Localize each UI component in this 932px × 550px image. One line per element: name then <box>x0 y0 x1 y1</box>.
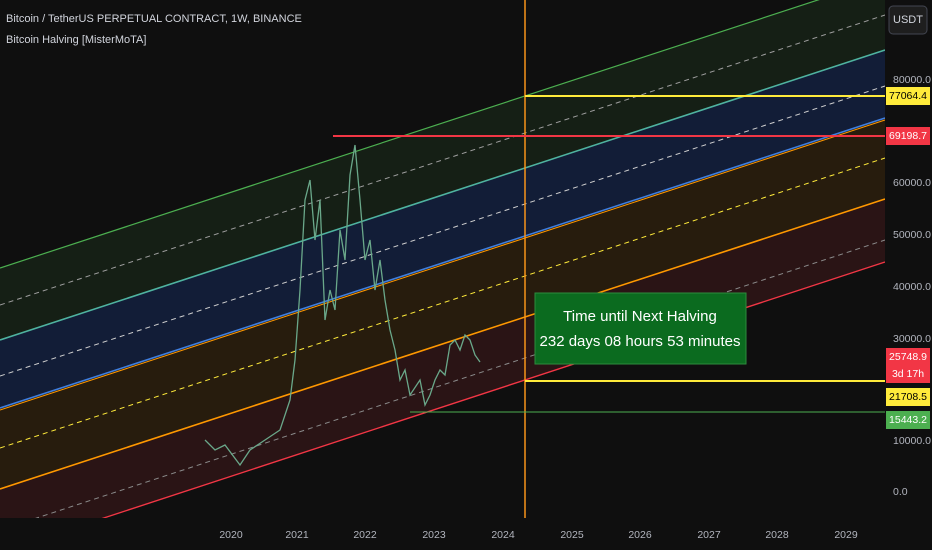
band-fill <box>0 118 885 489</box>
indicator: Bitcoin Halving [MisterMoTA] <box>6 34 146 46</box>
currency-button[interactable] <box>888 5 928 35</box>
price-tag: 15443.2 <box>889 414 927 426</box>
halving-box <box>534 292 747 365</box>
bands <box>0 0 886 550</box>
price-tag: 69198.7 <box>889 130 927 142</box>
band-line <box>0 198 886 490</box>
band-line <box>0 117 886 409</box>
y-tick-label: 10000.0 <box>893 435 931 447</box>
band-line <box>0 119 886 411</box>
x-tick-label: 2020 <box>219 529 243 541</box>
band-fill <box>0 0 885 340</box>
x-tick-label: 2025 <box>560 529 584 541</box>
y-tick-label: 40000.0 <box>893 281 931 293</box>
band-line <box>0 14 886 306</box>
y-tick-label: 30000.0 <box>893 333 931 345</box>
x-tick-label: 2021 <box>285 529 309 541</box>
y-tick-label: 0.0 <box>893 486 908 498</box>
title: Bitcoin / TetherUS PERPETUAL CONTRACT, 1… <box>6 13 302 25</box>
y-tick-label: 50000.0 <box>893 229 931 241</box>
tag-bg <box>886 87 930 105</box>
price-axis <box>885 0 932 518</box>
x-tick-label: 2027 <box>697 529 721 541</box>
band-fill <box>0 199 885 550</box>
band-line <box>0 157 886 449</box>
time-axis-bg <box>0 518 932 550</box>
x-tick-label: 2029 <box>834 529 858 541</box>
price-tag: 21708.5 <box>889 391 927 403</box>
x-tick-label: 2026 <box>628 529 652 541</box>
time-axis: 2020 2021 2022 2023 2024 2025 2026 2027 2028 2029 <box>0 518 932 550</box>
band-line <box>0 85 886 377</box>
y-tick-label: 60000.0 <box>893 177 931 189</box>
band-line <box>0 239 886 531</box>
tag-bg <box>886 388 930 406</box>
price-tag: 77064.4 <box>889 90 927 102</box>
currency: USDT <box>893 14 923 26</box>
x-tick-label: 2022 <box>353 529 377 541</box>
tag-bg <box>886 127 930 145</box>
x-tick-label: 2024 <box>491 529 515 541</box>
tag-bg <box>886 348 930 383</box>
price-line <box>204 144 481 467</box>
band-fill <box>0 50 885 408</box>
band-line <box>0 0 820 269</box>
halving-text: Time until Next Halving <box>563 308 717 325</box>
tag-bg <box>886 411 930 429</box>
x-tick-label: 2028 <box>765 529 789 541</box>
y-tick-label: 80000.0 <box>893 74 931 86</box>
band-line <box>0 49 886 341</box>
x-tick-label: 2023 <box>422 529 446 541</box>
price-tag: 25748.9 <box>889 351 927 363</box>
countdown: 3d 17h <box>892 368 924 380</box>
halving-text: 232 days 08 hours 53 minutes <box>540 333 741 350</box>
